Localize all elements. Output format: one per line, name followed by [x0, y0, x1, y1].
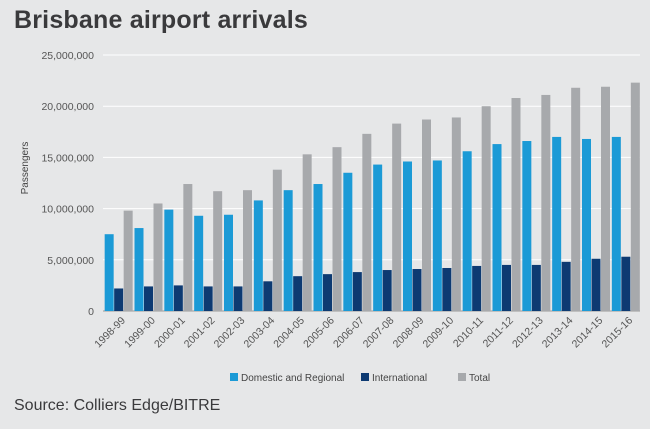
y-tick-label: 25,000,000 [41, 50, 94, 62]
y-tick-label: 10,000,000 [41, 204, 94, 216]
bar-international-2005-06 [323, 274, 332, 311]
bar-total-2005-06 [332, 147, 342, 311]
bar-international-2002-03 [233, 286, 243, 311]
x-tick-label: 2015-16 [599, 315, 635, 351]
bar-total-2012-13 [541, 94, 551, 311]
y-axis-ticks: 0 5,000,000 10,000,000 15,000,000 20,000,000… [41, 50, 94, 318]
legend: Domestic and Regional International Total [230, 373, 490, 384]
bar-total-2014-15 [601, 86, 610, 311]
x-tick-label: 2005-06 [301, 315, 337, 351]
bar-total-2010-11 [481, 106, 491, 311]
bar-international-2001-02 [203, 286, 213, 311]
legend-label: Domestic and Regional [241, 373, 344, 384]
bar-international-2006-07 [352, 272, 362, 311]
bar-domestic-and-regional-2000-01 [164, 209, 174, 311]
bar-international-2011-12 [502, 264, 511, 311]
y-tick-label: 5,000,000 [47, 255, 94, 267]
x-tick-label: 2008-09 [391, 315, 427, 351]
bar-domestic-and-regional-2005-06 [313, 184, 323, 311]
bar-domestic-and-regional-2015-16 [611, 136, 621, 311]
bar-domestic-and-regional-2006-07 [343, 172, 353, 311]
bar-total-2008-09 [422, 119, 431, 312]
bar-total-2000-01 [183, 184, 193, 311]
legend-label: Total [469, 373, 490, 384]
x-tick-label: 2006-07 [331, 315, 367, 351]
bar-domestic-and-regional-2013-14 [552, 136, 562, 311]
bar-domestic-and-regional-2014-15 [582, 138, 591, 311]
bar-total-2011-12 [511, 98, 521, 312]
y-axis-label: Passengers [20, 142, 31, 195]
bar-domestic-and-regional-2004-05 [283, 190, 293, 311]
legend-label: International [372, 373, 427, 384]
bar-international-2014-15 [591, 258, 601, 311]
x-tick-label: 2010-11 [451, 315, 486, 350]
y-tick-label: 20,000,000 [41, 101, 94, 113]
bar-total-2007-08 [392, 123, 402, 311]
x-tick-label: 2002-03 [212, 315, 248, 351]
bar-international-1998-99 [114, 288, 124, 311]
x-tick-label: 2001-02 [182, 315, 218, 351]
bar-domestic-and-regional-2007-08 [373, 164, 383, 311]
source-note: Source: Colliers Edge/BITRE [14, 397, 221, 414]
chart-title: Brisbane airport arrivals [14, 6, 309, 34]
x-tick-label: 2003-04 [241, 315, 277, 351]
x-axis-ticks: 1998-991999-002000-012001-022002-032003-… [92, 315, 635, 351]
x-tick-label: 2013-14 [540, 315, 576, 351]
bar-total-2006-07 [362, 133, 372, 311]
bar-total-2001-02 [213, 191, 223, 311]
x-tick-label: 2009-10 [420, 315, 456, 351]
bar-international-2010-11 [472, 265, 482, 311]
bar-total-2015-16 [630, 82, 640, 311]
x-tick-label: 2011-12 [481, 315, 516, 350]
bar-domestic-and-regional-2001-02 [194, 215, 204, 311]
x-tick-label: 1999-00 [122, 315, 158, 351]
bar-international-2008-09 [412, 269, 422, 311]
bar-domestic-and-regional-2003-04 [253, 200, 263, 311]
bar-total-1999-00 [153, 203, 163, 311]
bar-domestic-and-regional-1998-99 [104, 234, 114, 311]
x-tick-label: 2014-15 [570, 315, 606, 351]
bar-international-1999-00 [144, 286, 153, 311]
bar-domestic-and-regional-2011-12 [492, 144, 502, 311]
bar-domestic-and-regional-2010-11 [462, 151, 472, 311]
bar-total-1998-99 [123, 210, 133, 311]
bar-total-2004-05 [302, 154, 312, 311]
bar-total-2009-10 [451, 117, 461, 312]
bar-domestic-and-regional-1999-00 [134, 228, 144, 311]
bars [104, 82, 640, 312]
bar-domestic-and-regional-2002-03 [224, 214, 233, 311]
gridlines [103, 54, 640, 312]
legend-swatch [361, 373, 369, 381]
bar-international-2000-01 [173, 285, 183, 311]
bar-international-2012-13 [531, 264, 541, 311]
legend-swatch [458, 373, 466, 381]
bar-international-2009-10 [442, 267, 452, 311]
x-tick-label: 2004-05 [271, 315, 307, 351]
x-tick-label: 2007-08 [361, 315, 397, 351]
bar-total-2003-04 [272, 169, 282, 311]
y-tick-label: 0 [88, 306, 94, 318]
x-tick-label: 1998-99 [92, 315, 128, 351]
bar-international-2003-04 [263, 281, 273, 311]
legend-swatch [230, 373, 238, 381]
x-tick-label: 2000-01 [152, 315, 188, 351]
bar-international-2007-08 [382, 270, 392, 311]
x-tick-label: 2012-13 [510, 315, 546, 351]
bar-total-2013-14 [571, 87, 581, 311]
bar-international-2004-05 [293, 276, 303, 311]
bar-international-2015-16 [621, 256, 631, 311]
y-tick-label: 15,000,000 [41, 152, 94, 164]
bar-domestic-and-regional-2009-10 [432, 160, 442, 311]
bar-international-2013-14 [561, 261, 571, 311]
bar-total-2002-03 [243, 190, 252, 311]
bar-domestic-and-regional-2012-13 [522, 141, 532, 311]
bar-domestic-and-regional-2008-09 [403, 161, 412, 311]
